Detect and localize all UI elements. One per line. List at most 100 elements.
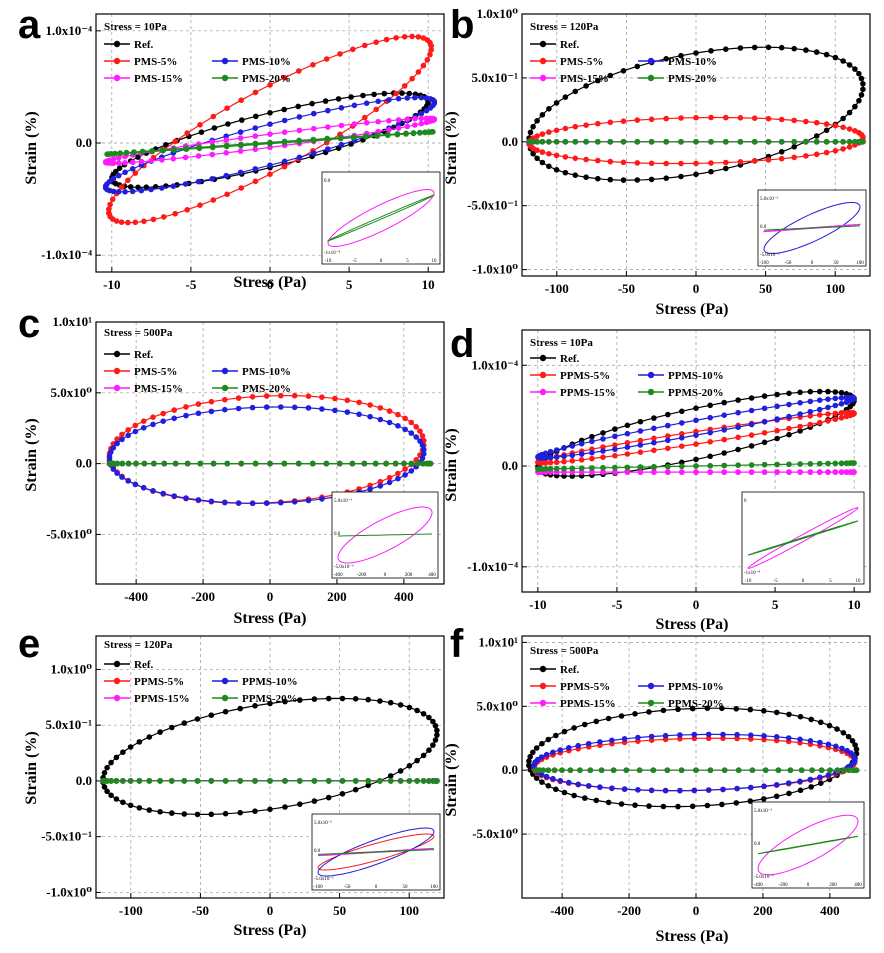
data-point bbox=[832, 395, 839, 402]
data-point bbox=[426, 778, 432, 784]
data-point bbox=[395, 125, 402, 131]
data-point bbox=[325, 778, 332, 784]
data-point bbox=[720, 786, 726, 793]
data-point bbox=[386, 127, 392, 133]
data-point bbox=[238, 460, 245, 467]
x-tick-label: 50 bbox=[759, 281, 772, 296]
data-point bbox=[539, 112, 546, 118]
data-point bbox=[348, 94, 354, 100]
data-point bbox=[224, 191, 230, 198]
series-s5 bbox=[106, 33, 435, 226]
inset-x-tick-label: -5 bbox=[773, 579, 778, 584]
data-point bbox=[295, 460, 302, 467]
data-point bbox=[825, 404, 831, 411]
data-point bbox=[310, 62, 316, 68]
x-tick-label: -5 bbox=[611, 597, 622, 612]
legend-label: PPMS-20% bbox=[668, 698, 724, 710]
data-point bbox=[663, 160, 669, 167]
data-point bbox=[267, 460, 273, 467]
data-point bbox=[786, 711, 792, 718]
y-tick-label: -1.0x10⁻⁴ bbox=[467, 559, 518, 574]
y-tick-label: 0.0 bbox=[76, 135, 92, 150]
data-point bbox=[858, 75, 865, 82]
data-point bbox=[832, 402, 839, 409]
data-point bbox=[679, 443, 685, 450]
data-point bbox=[547, 448, 554, 455]
data-point bbox=[693, 405, 699, 412]
data-point bbox=[160, 148, 166, 154]
inset-x-tick-label: 0 bbox=[375, 885, 378, 890]
data-point bbox=[386, 97, 392, 103]
data-point bbox=[707, 439, 713, 445]
data-point bbox=[224, 460, 231, 467]
legend-marker bbox=[647, 699, 655, 707]
data-point bbox=[689, 803, 696, 810]
data-point bbox=[624, 444, 631, 451]
data-point bbox=[605, 715, 612, 722]
data-point bbox=[708, 114, 714, 121]
data-point bbox=[423, 115, 430, 122]
data-point bbox=[116, 165, 123, 171]
data-point bbox=[412, 94, 418, 101]
data-point bbox=[338, 122, 345, 129]
legend-marker bbox=[539, 682, 547, 690]
data-point bbox=[748, 732, 754, 738]
data-point bbox=[765, 115, 772, 122]
plot-e: -100 -50 0 50 100 1.0x10⁰ 5.0x10⁻¹ 0.0 -5.0x10⁻¹… bbox=[41, 635, 445, 918]
data-point bbox=[595, 175, 601, 182]
data-point bbox=[533, 745, 540, 751]
inset-x-tick-label: -400 bbox=[753, 883, 763, 888]
data-point bbox=[786, 431, 792, 438]
data-point bbox=[843, 469, 850, 475]
data-point bbox=[823, 127, 830, 134]
data-point bbox=[693, 469, 699, 475]
inset-e: -100 -50 0 50 100 5.0x10⁻² 0.0 -5.0x10⁻² bbox=[311, 813, 441, 891]
legend: Ref. PPMS-5% PPMS-10% PPMS-15% PPMS-20% bbox=[530, 353, 724, 399]
data-point bbox=[803, 153, 809, 159]
legend-label: Ref. bbox=[560, 353, 579, 365]
data-point bbox=[235, 500, 242, 506]
x-axis-label-b: Stress (Pa) bbox=[655, 301, 728, 318]
panel-f: f Stress = 500Pa Stress (Pa) Strain (%) bbox=[443, 622, 729, 945]
data-point bbox=[349, 460, 356, 467]
data-point bbox=[691, 787, 698, 794]
data-point bbox=[319, 406, 325, 412]
data-point bbox=[813, 151, 820, 158]
data-point bbox=[774, 403, 780, 410]
data-point bbox=[427, 51, 433, 58]
data-point bbox=[748, 407, 755, 414]
data-point bbox=[252, 125, 259, 131]
data-point bbox=[807, 413, 814, 419]
data-point bbox=[705, 731, 712, 738]
data-point bbox=[129, 188, 136, 195]
data-point bbox=[721, 450, 727, 456]
data-point bbox=[418, 120, 425, 127]
data-point bbox=[136, 805, 143, 811]
data-point bbox=[109, 196, 116, 203]
data-point bbox=[761, 783, 767, 789]
data-point bbox=[708, 160, 714, 166]
data-point bbox=[281, 163, 288, 170]
data-point bbox=[237, 129, 244, 135]
legend-label: PMS-15% bbox=[560, 73, 609, 85]
data-point bbox=[665, 469, 671, 475]
data-point bbox=[414, 707, 420, 714]
data-point bbox=[823, 121, 830, 127]
data-point bbox=[567, 767, 574, 773]
data-point bbox=[773, 782, 780, 788]
data-point bbox=[612, 464, 618, 471]
data-point bbox=[394, 131, 401, 137]
data-point bbox=[569, 458, 576, 464]
data-point bbox=[132, 481, 139, 488]
data-point bbox=[209, 139, 215, 145]
legend-marker bbox=[221, 367, 229, 375]
y-tick-label: 0.0 bbox=[502, 458, 518, 473]
data-point bbox=[386, 479, 393, 486]
data-point bbox=[297, 778, 303, 784]
data-point bbox=[553, 139, 560, 145]
data-point bbox=[693, 463, 699, 469]
data-point bbox=[600, 430, 606, 436]
inset-y-tick-label: -5.0x10⁻² bbox=[314, 876, 334, 882]
data-point bbox=[662, 732, 669, 739]
x-tick-label: -400 bbox=[124, 589, 148, 604]
